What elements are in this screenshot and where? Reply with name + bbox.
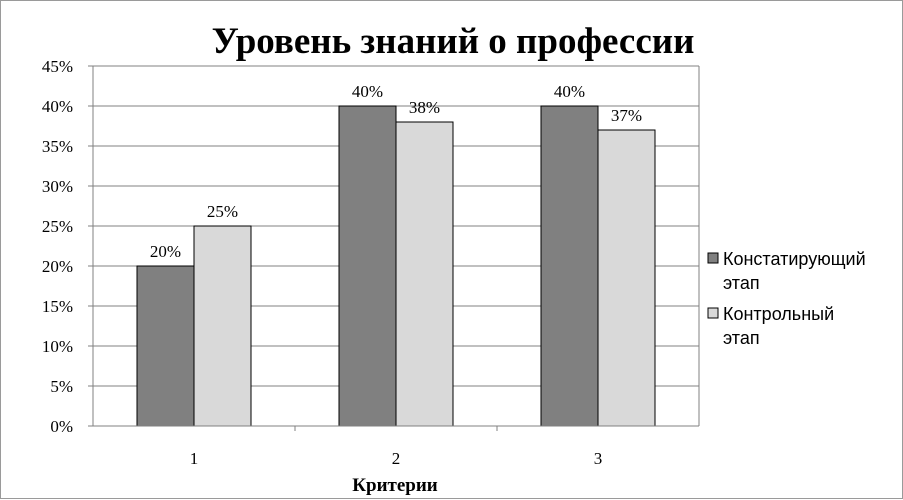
y-tick-label: 5% bbox=[50, 377, 73, 396]
data-label: 37% bbox=[611, 106, 642, 125]
legend-label: Констатирующий bbox=[723, 249, 866, 269]
legend-swatch bbox=[707, 307, 719, 319]
legend-label: этап bbox=[723, 328, 760, 348]
y-tick-label: 45% bbox=[42, 57, 73, 76]
x-axis-title: Критерии bbox=[352, 475, 438, 496]
x-tick-label: 3 bbox=[594, 449, 603, 468]
legend-label: Контрольный bbox=[723, 304, 834, 324]
legend-swatch bbox=[707, 252, 719, 264]
y-tick-label: 40% bbox=[42, 97, 73, 116]
bar bbox=[193, 225, 252, 427]
y-tick-label: 10% bbox=[42, 337, 73, 356]
chart-title: Уровень знаний о профессии bbox=[212, 21, 695, 62]
data-label: 40% bbox=[352, 82, 383, 101]
bar bbox=[395, 121, 454, 427]
data-labels: 20% 25% 40% 38% 40% 37% bbox=[150, 82, 642, 261]
y-tick-label: 20% bbox=[42, 257, 73, 276]
bar bbox=[540, 105, 599, 427]
legend: Констатирующий этап Контрольный этап bbox=[707, 249, 866, 348]
y-tick-label: 0% bbox=[50, 417, 73, 436]
y-tick-label: 35% bbox=[42, 137, 73, 156]
data-label: 25% bbox=[207, 202, 238, 221]
y-tick-label: 25% bbox=[42, 217, 73, 236]
bar bbox=[136, 265, 195, 427]
y-tick-label: 15% bbox=[42, 297, 73, 316]
data-label: 38% bbox=[409, 98, 440, 117]
axes: 0% 5% 10% 15% 20% 25% 30% 35% 40% 45% 1 2 3 bbox=[42, 57, 699, 468]
data-label: 40% bbox=[554, 82, 585, 101]
x-tick-label: 1 bbox=[190, 449, 199, 468]
bar bbox=[338, 105, 397, 427]
legend-label: этап bbox=[723, 273, 760, 293]
data-label: 20% bbox=[150, 242, 181, 261]
bar bbox=[597, 129, 656, 427]
x-tick-label: 2 bbox=[392, 449, 401, 468]
y-tick-label: 30% bbox=[42, 177, 73, 196]
bars bbox=[136, 105, 656, 427]
